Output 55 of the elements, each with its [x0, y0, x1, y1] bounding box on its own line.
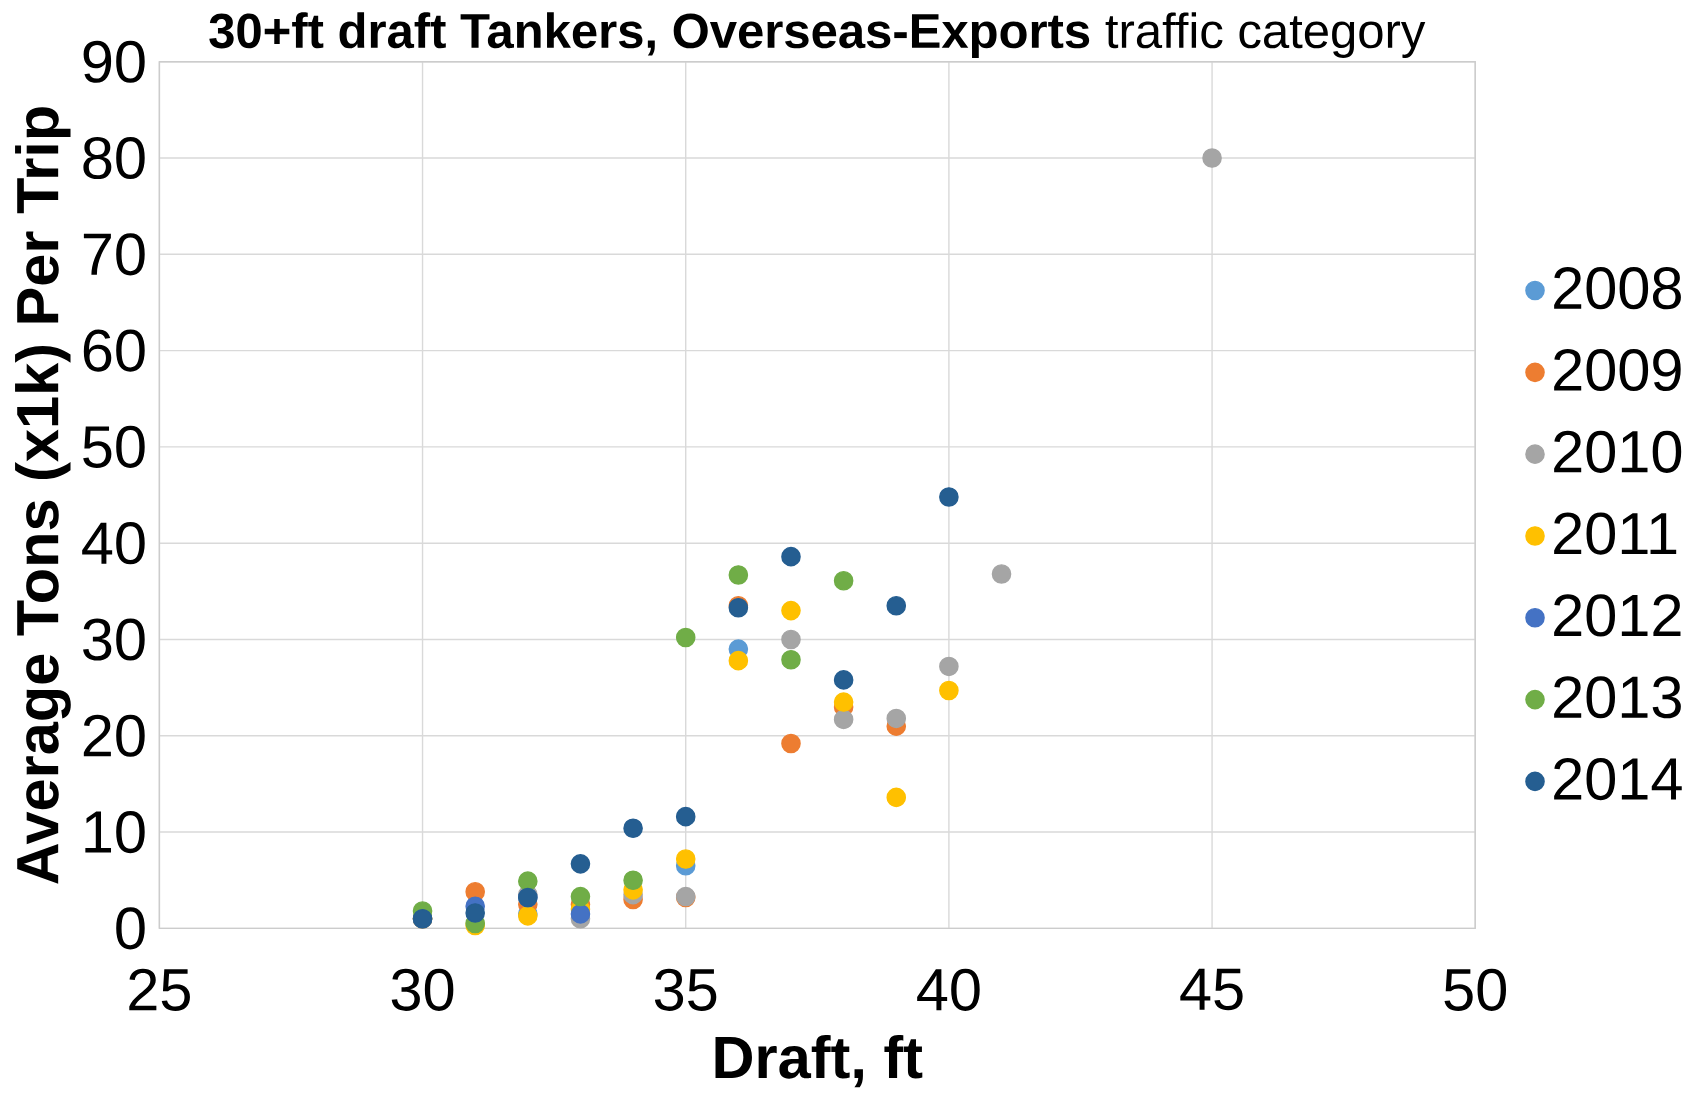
- point: [991, 564, 1012, 584]
- point: [886, 787, 907, 808]
- y-axis-title: Average Tons (x1k) Per Trip: [15, 107, 71, 884]
- y-tick-label: 80: [83, 137, 145, 180]
- point: [518, 871, 538, 892]
- point: [570, 904, 591, 924]
- point: [570, 854, 591, 874]
- x-tick-label: 40: [917, 968, 980, 1011]
- point: [623, 870, 643, 891]
- x-tick-label: 30: [391, 968, 454, 1011]
- legend-label: 2011: [1554, 512, 1677, 555]
- x-axis-title: Draft, ft: [715, 1034, 923, 1088]
- y-tick-label: 50: [83, 425, 145, 469]
- point: [675, 806, 696, 827]
- point: [781, 546, 801, 567]
- point: [781, 629, 801, 650]
- y-tick-label: 0: [116, 907, 145, 950]
- y-tick-label: 30: [83, 618, 145, 661]
- legend-label: 2009: [1554, 348, 1681, 392]
- point: [886, 708, 907, 729]
- legend-label: 2008: [1554, 267, 1681, 310]
- y-tick-label: 40: [82, 522, 145, 565]
- point: [833, 670, 854, 690]
- point: [781, 733, 801, 754]
- point: [833, 692, 854, 712]
- point: [833, 709, 854, 730]
- point: [939, 656, 959, 677]
- x-tick-label: 25: [129, 968, 190, 1011]
- point: [623, 818, 643, 839]
- point: [781, 600, 801, 621]
- y-tick-label: 10: [85, 811, 145, 854]
- point: [886, 596, 907, 616]
- point: [728, 650, 749, 671]
- point: [781, 649, 801, 670]
- y-tick-label: 70: [83, 233, 145, 276]
- y-tick-label: 20: [83, 714, 145, 757]
- point: [939, 680, 959, 701]
- point: [675, 849, 696, 869]
- point: [1202, 148, 1222, 168]
- point: [833, 570, 854, 591]
- chart-title: 30+ft draft Tankers, Overseas-Exports traffic category: [209, 12, 1426, 59]
- x-tick-label: 50: [1444, 968, 1507, 1011]
- point: [570, 886, 591, 907]
- point: [675, 627, 696, 648]
- legend-label: 2014: [1554, 758, 1682, 801]
- legend-label: 2013: [1554, 676, 1681, 719]
- y-tick-label: 90: [83, 40, 145, 83]
- point: [728, 565, 749, 585]
- x-tick-label: 45: [1180, 968, 1243, 1011]
- legend-label: 2012: [1554, 594, 1681, 637]
- point: [465, 903, 485, 923]
- y-tick-label: 60: [83, 329, 145, 372]
- x-tick-label: 35: [654, 968, 717, 1011]
- point: [939, 487, 959, 507]
- legend-label: 2010: [1554, 430, 1682, 473]
